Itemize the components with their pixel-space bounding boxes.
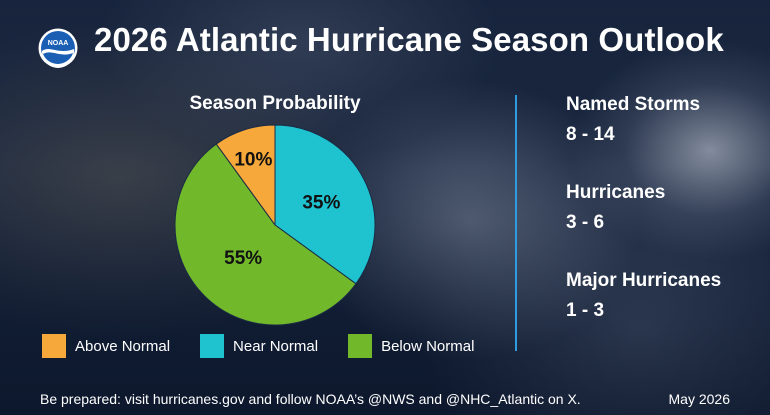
column-divider bbox=[515, 95, 517, 351]
pie-slice-below-normal bbox=[174, 143, 357, 326]
legend-item-above-normal: Above Normal bbox=[42, 334, 170, 358]
stat-hurricanes: Hurricanes 3 - 6 bbox=[566, 181, 756, 269]
stat-named-storms: Named Storms 8 - 14 bbox=[566, 93, 756, 181]
legend-label-below-normal: Below Normal bbox=[381, 337, 475, 355]
stat-value: 1 - 3 bbox=[566, 300, 605, 321]
footer-note: Be prepared: visit hurricanes.gov and fo… bbox=[40, 391, 581, 407]
stat-major-hurricanes: Major Hurricanes 1 - 3 bbox=[566, 269, 756, 357]
legend-item-below-normal: Below Normal bbox=[348, 334, 474, 358]
svg-text:NOAA: NOAA bbox=[48, 40, 69, 47]
legend-swatch-near-normal bbox=[200, 334, 225, 358]
storm-count-panel: Named Storms 8 - 14 Hurricanes 3 - 6 Maj… bbox=[566, 93, 756, 357]
legend-item-near-normal: Near Normal bbox=[200, 334, 318, 358]
pie-label-above-normal: 10% bbox=[234, 149, 272, 170]
footer-date: May 2026 bbox=[668, 391, 730, 407]
chart-legend: Above Normal Near Normal Below Normal bbox=[42, 333, 504, 359]
legend-label-near-normal: Near Normal bbox=[233, 337, 319, 355]
noaa-logo-icon: NOAA bbox=[38, 28, 78, 68]
stat-label: Major Hurricanes bbox=[566, 270, 722, 291]
probability-pie-chart: 10% 35% 55% bbox=[174, 124, 376, 326]
chart-title: Season Probability bbox=[189, 93, 361, 114]
pie-slice-near-normal bbox=[274, 124, 376, 285]
pie-label-below-normal: 55% bbox=[224, 248, 262, 269]
stat-value: 3 - 6 bbox=[566, 212, 605, 233]
pie-label-near-normal: 35% bbox=[302, 192, 340, 213]
stat-label: Named Storms bbox=[566, 94, 701, 115]
stat-value: 8 - 14 bbox=[566, 124, 615, 145]
legend-swatch-below-normal bbox=[348, 334, 373, 358]
page-title: 2026 Atlantic Hurricane Season Outlook bbox=[94, 21, 724, 58]
stat-label: Hurricanes bbox=[566, 182, 666, 203]
legend-label-above-normal: Above Normal bbox=[75, 337, 171, 355]
legend-swatch-above-normal bbox=[42, 334, 66, 358]
